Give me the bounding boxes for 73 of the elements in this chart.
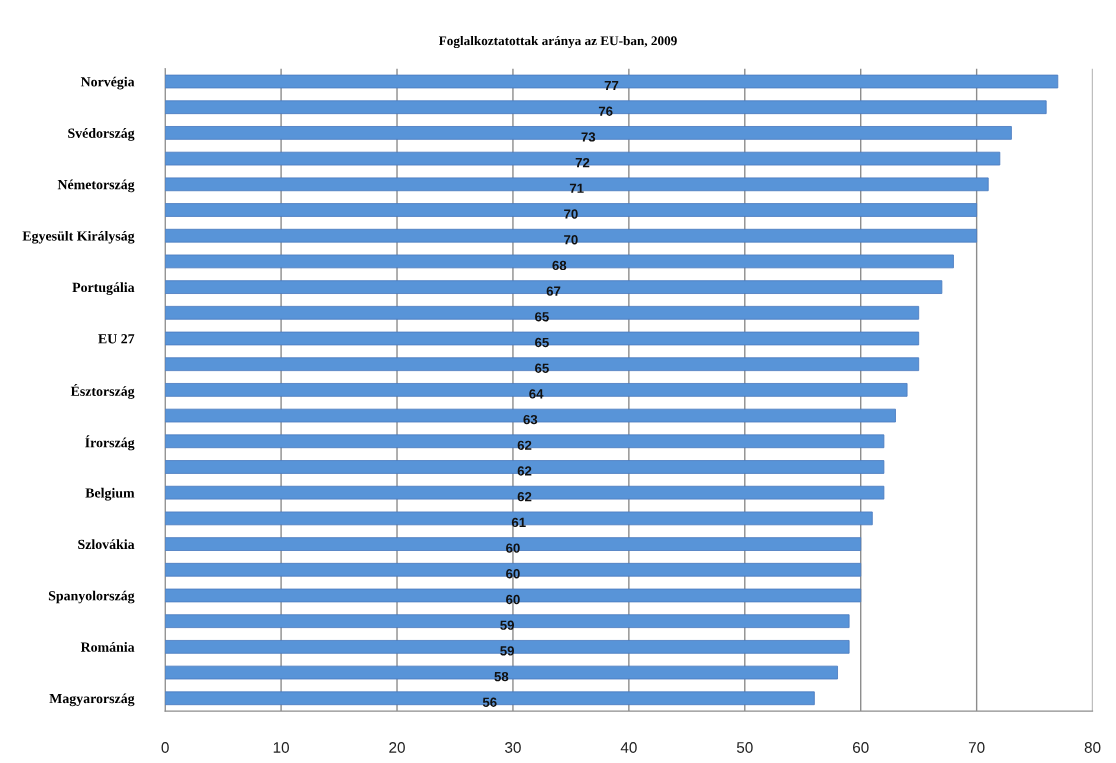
x-tick-label: 50: [736, 742, 753, 753]
data-label: 70: [564, 235, 578, 245]
data-label: 72: [575, 157, 590, 168]
bar: [165, 331, 920, 346]
data-label: 63: [523, 414, 538, 425]
bar: [165, 177, 989, 192]
y-tick-label: Egyesült Királyság: [22, 230, 135, 244]
x-tick-label: 80: [1084, 742, 1101, 753]
data-label: 65: [535, 312, 549, 322]
data-label: 60: [506, 543, 520, 553]
data-label: 59: [500, 646, 514, 656]
data-label: 60: [506, 569, 520, 579]
bar: [165, 691, 815, 706]
x-tick-label: 10: [273, 742, 289, 753]
bar: [165, 74, 1059, 89]
chart-title: Foglalkoztatottak aránya az EU-ban, 2009: [438, 35, 677, 49]
y-tick-label: Románia: [80, 642, 135, 652]
y-tick-label: EU 27: [98, 334, 135, 344]
y-tick-label: Németország: [57, 179, 135, 193]
bar: [165, 203, 978, 217]
x-tick-label: 0: [161, 742, 169, 753]
data-label: 62: [517, 466, 532, 476]
bar: [165, 254, 954, 269]
bar: [165, 100, 1047, 115]
bar: [165, 537, 862, 551]
data-label: 65: [535, 363, 549, 373]
bar: [165, 562, 862, 577]
data-label: 65: [535, 337, 549, 348]
bar: [165, 357, 920, 372]
data-label: 58: [494, 671, 509, 682]
data-label: 67: [546, 286, 561, 296]
y-tick-label: Szlovákia: [78, 539, 135, 550]
x-tick-label: 20: [389, 742, 405, 753]
y-tick-label: Észtország: [70, 383, 135, 399]
bar: [165, 614, 850, 629]
bar: [165, 408, 896, 423]
y-tick-label: Belgium: [85, 487, 135, 501]
x-tick-label: 70: [968, 742, 985, 753]
bar: [165, 485, 885, 500]
bar: [165, 434, 885, 449]
y-tick-label: Svédország: [68, 128, 135, 141]
bar: [165, 588, 862, 603]
bar: [165, 228, 978, 243]
y-tick-label: Spanyolország: [48, 590, 135, 604]
bar: [165, 126, 1012, 140]
data-label: 76: [598, 106, 613, 116]
x-tick-label: 30: [505, 742, 521, 753]
bar: [165, 511, 873, 526]
data-label: 59: [500, 620, 514, 630]
data-label: 61: [511, 517, 526, 528]
y-tick-label: Magyarország: [49, 693, 135, 707]
bar: [165, 460, 885, 474]
x-tick-label: 40: [620, 742, 637, 753]
data-label: 56: [482, 697, 497, 707]
y-tick-label: Portugália: [72, 282, 135, 295]
bar: [165, 280, 943, 294]
y-tick-label: Írország: [85, 435, 135, 451]
data-label: 71: [569, 183, 584, 193]
bar: [165, 305, 920, 320]
bar: [165, 665, 838, 680]
bar: [165, 640, 850, 654]
data-label: 64: [529, 389, 544, 399]
data-label: 62: [517, 492, 532, 502]
data-label: 62: [517, 440, 532, 450]
data-label: 70: [564, 209, 578, 219]
data-label: 77: [604, 80, 619, 91]
data-label: 68: [552, 260, 567, 271]
data-label: 60: [506, 594, 520, 605]
x-tick-label: 60: [852, 742, 869, 753]
data-label: 73: [581, 132, 596, 142]
bar: [165, 383, 908, 397]
y-tick-label: Norvégia: [80, 76, 135, 90]
bar: [165, 151, 1001, 166]
